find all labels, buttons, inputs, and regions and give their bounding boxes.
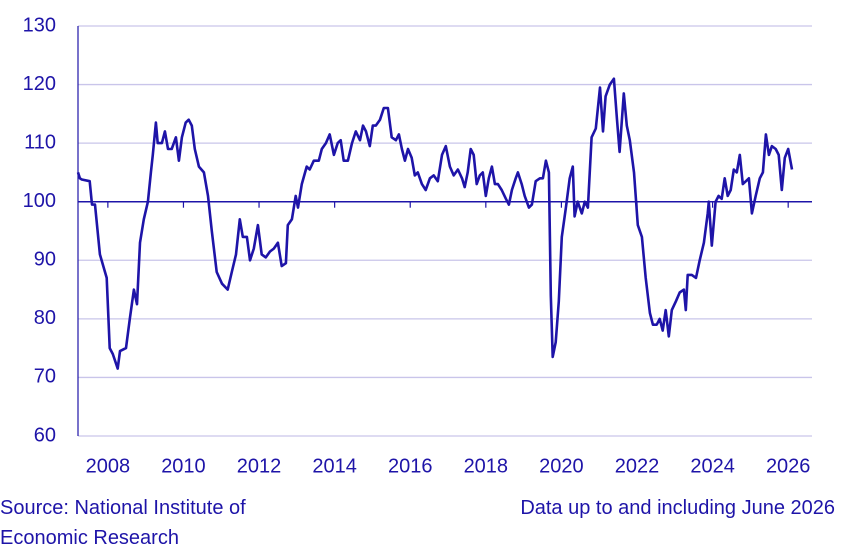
y-tick-label: 60 [34, 424, 56, 446]
note: Data up to and including June 2026 [520, 497, 835, 519]
x-tick-label: 2014 [312, 455, 357, 477]
y-tick-label: 90 [34, 249, 56, 271]
y-tick-label: 110 [24, 131, 56, 153]
y-tick-label: 70 [34, 366, 56, 388]
x-tick-label: 2022 [615, 455, 660, 477]
data-line [76, 77, 794, 370]
source: Source: National Institute of Economic R… [0, 497, 246, 549]
x-tick-label: 2010 [161, 455, 206, 477]
y-tick-label: 80 [34, 307, 56, 329]
x-tick-label: 2020 [539, 455, 584, 477]
x-tick-label: 2024 [690, 455, 735, 477]
y-tick-label: 120 [23, 73, 56, 95]
x-tick-label: 2008 [86, 455, 131, 477]
y-tick-label: 130 [23, 14, 56, 36]
x-tick-label: 2018 [464, 455, 509, 477]
x-tick-label: 2012 [237, 455, 282, 477]
x-tick-label: 2026 [766, 455, 811, 477]
x-tick-label: 2016 [388, 455, 433, 477]
y-tick-label: 100 [23, 190, 56, 212]
